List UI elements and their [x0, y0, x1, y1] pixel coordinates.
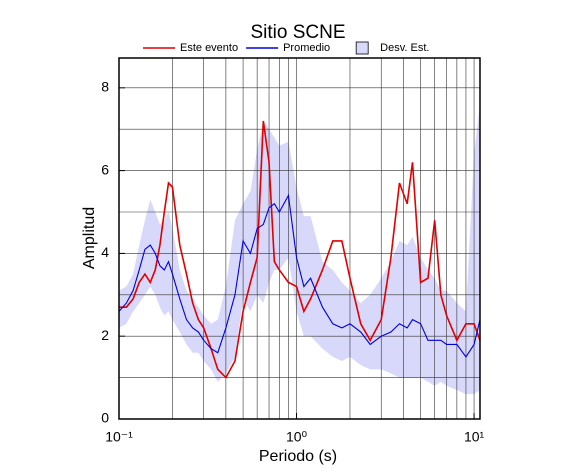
x-tick-label: 10⁰ [286, 429, 308, 445]
series-line [119, 120, 481, 379]
y-tick-label: 8 [101, 79, 109, 95]
x-tick-label: 10¹ [464, 429, 485, 445]
y-axis-label: Amplitud [81, 207, 98, 269]
plot-frame [118, 57, 481, 420]
x-axis-label: Periodo (s) [259, 448, 337, 465]
chart-title: Sitio SCNE [250, 22, 345, 43]
series-line [118, 193, 481, 358]
legend-label: Este evento [180, 42, 238, 54]
legend-swatch [355, 41, 369, 55]
x-tick-label: 10⁻¹ [105, 429, 133, 445]
y-tick-label: 0 [101, 410, 109, 426]
y-tick-label: 2 [101, 327, 109, 343]
y-tick-label: 4 [101, 244, 109, 260]
std-band [119, 104, 480, 395]
legend-label: Desv. Est. [380, 42, 429, 54]
y-tick-label: 6 [101, 161, 109, 177]
legend-label: Promedio [283, 42, 330, 54]
